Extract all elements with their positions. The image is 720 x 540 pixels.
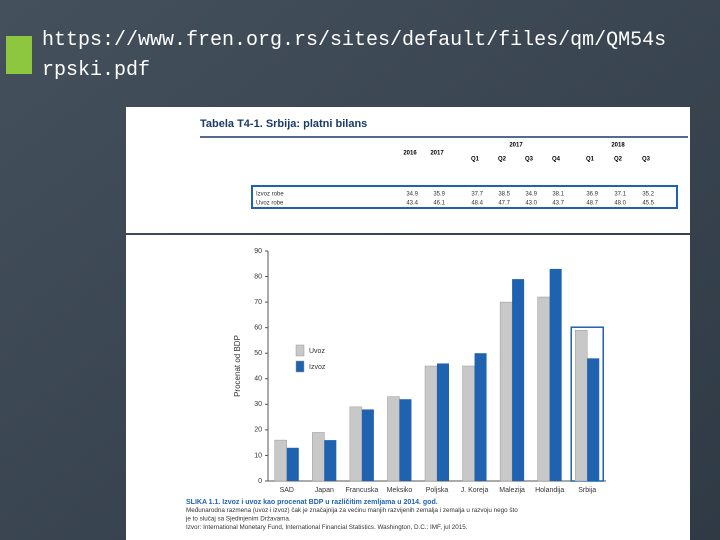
bar bbox=[424, 365, 438, 482]
caption: Izvor: International Monetary Fund, Inte… bbox=[186, 524, 468, 531]
table-cell: 37.1 bbox=[614, 192, 626, 198]
table-cell: 47.7 bbox=[498, 201, 510, 207]
table-cell: 35.9 bbox=[433, 192, 445, 198]
y-tick-label: 0 bbox=[258, 478, 262, 485]
table-cell: 37.7 bbox=[471, 192, 483, 198]
bar bbox=[399, 399, 412, 481]
bar bbox=[474, 353, 487, 481]
table-cell: 35.2 bbox=[642, 192, 654, 198]
table-cell: 36.9 bbox=[586, 192, 598, 198]
legend-label: Uvoz bbox=[309, 348, 325, 355]
y-tick-label: 90 bbox=[254, 248, 262, 255]
y-tick-label: 70 bbox=[254, 299, 262, 306]
table-year: 2016 bbox=[403, 151, 417, 157]
table-quarter: Q1 bbox=[586, 157, 595, 163]
table-cell: 38.5 bbox=[498, 192, 510, 198]
x-tick-label: Poljska bbox=[426, 487, 449, 494]
table-cell: 45.5 bbox=[642, 201, 654, 207]
table-panel bbox=[126, 107, 690, 233]
table-quarter: Q3 bbox=[525, 157, 534, 163]
bar bbox=[462, 365, 475, 482]
x-tick-label: SAD bbox=[280, 487, 294, 494]
bar bbox=[361, 409, 374, 481]
bar bbox=[312, 432, 325, 482]
bar bbox=[387, 396, 400, 482]
y-tick-label: 10 bbox=[254, 452, 262, 459]
x-tick-label: Meksiko bbox=[387, 487, 413, 494]
caption: Međunarodna razmena (uvoz i izvoz) čak j… bbox=[186, 507, 518, 514]
table-cell: 34.9 bbox=[525, 192, 537, 198]
slide-title: https://www.fren.org.rs/sites/default/fi… bbox=[42, 29, 667, 82]
table-cell: 43.7 bbox=[552, 201, 564, 207]
y-axis-label: Procenat od BDP bbox=[233, 335, 242, 397]
content: 2016 2017 2017 2018 Q1 Q2 Q3 Q4 Q1 Q2 Q3 Izvoz robe… bbox=[185, 143, 655, 532]
x-tick-label: J. Koreja bbox=[461, 487, 489, 494]
y-tick-label: 20 bbox=[254, 427, 262, 434]
table-cell: 43.4 bbox=[406, 201, 418, 207]
y-tick-label: 80 bbox=[254, 273, 262, 280]
accent bbox=[6, 36, 32, 74]
chart-panel bbox=[126, 235, 690, 540]
bar bbox=[537, 296, 550, 482]
table-cell: 48.0 bbox=[614, 201, 626, 207]
y-tick-label: 40 bbox=[254, 376, 262, 383]
table-title: Tabela T4-1. Srbija: platni bilans bbox=[200, 118, 367, 130]
bar bbox=[324, 440, 337, 481]
x-tick-label: Holandija bbox=[535, 487, 564, 494]
table-row-label: Uvoz robe bbox=[256, 201, 284, 207]
caption: je to slučaj sa Sjedinjenim Državama. bbox=[185, 516, 291, 523]
table-cell: 43.0 bbox=[525, 201, 537, 207]
table-row-label: Izvoz robe bbox=[256, 192, 284, 198]
bar bbox=[499, 301, 513, 482]
x-tick-label: Malezija bbox=[499, 487, 525, 494]
bar bbox=[286, 447, 299, 481]
table-year: 2018 bbox=[611, 143, 625, 149]
bar bbox=[587, 358, 600, 481]
table-year: 2017 bbox=[430, 151, 444, 157]
legend-swatch bbox=[295, 360, 305, 373]
bar bbox=[349, 406, 363, 482]
table-highlight bbox=[251, 185, 678, 209]
table-quarter: Q4 bbox=[552, 157, 561, 163]
table-cell: 38.1 bbox=[552, 192, 564, 198]
x-tick-label: Francuska bbox=[346, 487, 379, 494]
table-quarter: Q1 bbox=[471, 157, 480, 163]
table-quarter: Q2 bbox=[614, 157, 623, 163]
caption: SLIKA 1.1. Izvoz i uvoz kao procenat BDP… bbox=[186, 499, 438, 506]
table-cell: 48.4 bbox=[471, 201, 483, 207]
y-tick-label: 50 bbox=[254, 350, 262, 357]
table-quarter: Q3 bbox=[642, 157, 651, 163]
bar bbox=[512, 279, 525, 481]
x-tick-label: Srbija bbox=[578, 487, 596, 494]
table-cell: 46.1 bbox=[433, 201, 445, 207]
x-tick-label: Japan bbox=[315, 487, 334, 494]
legend-swatch bbox=[295, 344, 305, 357]
y-tick-label: 60 bbox=[254, 325, 262, 332]
bar bbox=[274, 439, 288, 482]
bar bbox=[437, 363, 449, 481]
y-tick-label: 30 bbox=[254, 401, 262, 408]
table-year: 2017 bbox=[509, 143, 523, 149]
bar bbox=[549, 268, 562, 481]
legend-label: Izvoz bbox=[309, 364, 326, 371]
bar bbox=[574, 329, 588, 482]
table-cell: 48.7 bbox=[586, 201, 598, 207]
table-cell: 34.9 bbox=[406, 192, 418, 198]
table-quarter: Q2 bbox=[498, 157, 507, 163]
